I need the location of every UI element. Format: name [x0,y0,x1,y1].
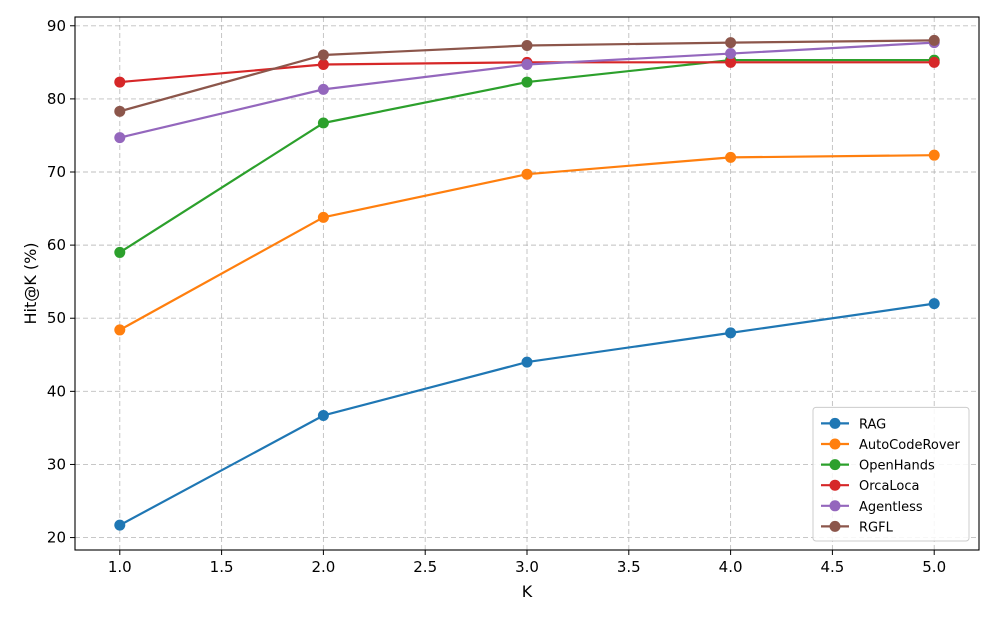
series-rag [114,298,940,531]
legend-item-rag: RAG [821,417,886,432]
legend-swatch-marker [829,438,841,450]
data-point-rag [114,519,126,531]
legend-label: AutoCodeRover [859,438,961,453]
x-tick-label: 2.0 [311,558,335,576]
x-tick-label: 3.5 [617,558,641,576]
legend-swatch-marker [829,479,841,491]
data-point-openhands [317,117,329,129]
legend-label: RGFL [859,520,894,535]
legend-swatch-marker [829,500,841,512]
data-point-autocoderover [928,149,940,161]
legend-item-openhands: OpenHands [821,459,935,474]
legend-swatch-marker [829,417,841,429]
legend-label: RAG [859,417,886,432]
data-point-orcaloca [725,56,737,68]
data-point-rgfl [521,40,533,52]
data-point-autocoderover [521,168,533,180]
legend-label: OpenHands [859,459,935,474]
legend-box [812,406,970,542]
data-point-openhands [521,76,533,88]
data-point-autocoderover [725,151,737,163]
series-rgfl [114,34,940,117]
y-tick-label: 30 [47,455,66,473]
y-tick-label: 50 [47,309,66,327]
data-point-autocoderover [317,211,329,223]
x-tick-label: 5.0 [922,558,946,576]
data-point-rag [521,356,533,368]
legend-item-orcaloca: OrcaLoca [821,479,920,494]
y-tick-label: 80 [47,90,66,108]
data-point-orcaloca [317,59,329,71]
data-point-orcaloca [114,76,126,88]
data-point-openhands [114,246,126,258]
y-tick-label: 90 [47,17,66,35]
x-tick-label: 2.5 [413,558,437,576]
data-point-agentless [725,48,737,60]
data-point-autocoderover [114,324,126,336]
legend-label: Agentless [859,500,923,515]
legend-label: OrcaLoca [859,479,920,494]
data-point-rag [725,327,737,339]
axis-ticks: 1.0 1.5 2.0 2.5 3.0 3.5 4.0 4.5 5.0 20 30 40 50 60 70 8… [47,17,946,576]
data-point-rgfl [928,34,940,46]
legend-item-agentless: Agentless [821,500,923,515]
series-agentless [114,37,940,144]
x-tick-label: 1.0 [108,558,132,576]
data-point-rgfl [114,105,126,117]
y-tick-label: 70 [47,163,66,181]
data-point-rgfl [317,49,329,61]
legend-item-autocoderover: AutoCodeRover [821,438,961,453]
data-point-agentless [521,59,533,71]
y-tick-label: 40 [47,382,66,400]
x-tick-label: 4.5 [820,558,844,576]
data-point-rag [928,298,940,310]
x-tick-label: 4.0 [719,558,743,576]
series-layer [114,34,940,531]
x-tick-label: 1.5 [210,558,234,576]
y-tick-label: 60 [47,236,66,254]
legend-item-rgfl: RGFL [821,520,894,535]
legend-swatch-marker [829,459,841,471]
data-point-rag [317,409,329,421]
y-axis-label: Hit@K (%) [21,242,40,324]
data-point-agentless [317,83,329,95]
data-point-agentless [114,132,126,144]
x-tick-label: 3.0 [515,558,539,576]
y-tick-label: 20 [47,529,66,547]
legend-swatch-marker [829,520,841,532]
legend: RAG AutoCodeRover OpenHands OrcaLoca Agentle… [812,406,970,542]
series-autocoderover [114,149,940,336]
data-point-rgfl [725,37,737,49]
data-point-orcaloca [928,56,940,68]
x-axis-label: K [522,582,533,601]
